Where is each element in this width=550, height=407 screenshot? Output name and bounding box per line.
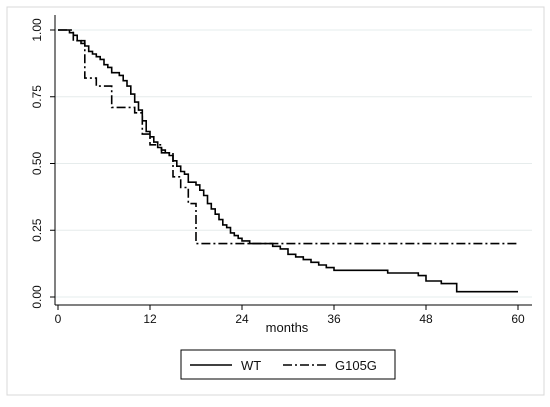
x-tick-label: 60 — [511, 312, 525, 326]
x-tick-label: 12 — [143, 312, 157, 326]
y-tick-label: 0.00 — [30, 285, 44, 309]
plot-area — [55, 15, 532, 305]
x-tick-label: 0 — [55, 312, 62, 326]
x-tick-label: 36 — [327, 312, 341, 326]
series-line-wt — [58, 29, 518, 293]
grid-layer — [55, 29, 532, 298]
legend: WT G105G — [180, 349, 396, 380]
ticks-layer: 0.00 0.25 0.50 0.75 1.00 0 12 24 36 48 60 — [30, 18, 525, 326]
legend-label-wt: WT — [241, 358, 261, 373]
x-tick-label: 48 — [419, 312, 433, 326]
y-tick-label: 0.75 — [30, 85, 44, 109]
x-tick-label: 24 — [235, 312, 249, 326]
legend-label-g105g: G105G — [335, 358, 377, 373]
y-tick-label: 0.50 — [30, 151, 44, 175]
legend-box — [180, 349, 396, 380]
axes-layer — [54, 15, 532, 306]
x-axis-title: months — [266, 320, 309, 335]
y-tick-label: 0.25 — [30, 218, 44, 242]
series-line-g105g — [58, 29, 518, 245]
y-tick-label: 1.00 — [30, 18, 44, 42]
series-layer — [58, 29, 518, 293]
